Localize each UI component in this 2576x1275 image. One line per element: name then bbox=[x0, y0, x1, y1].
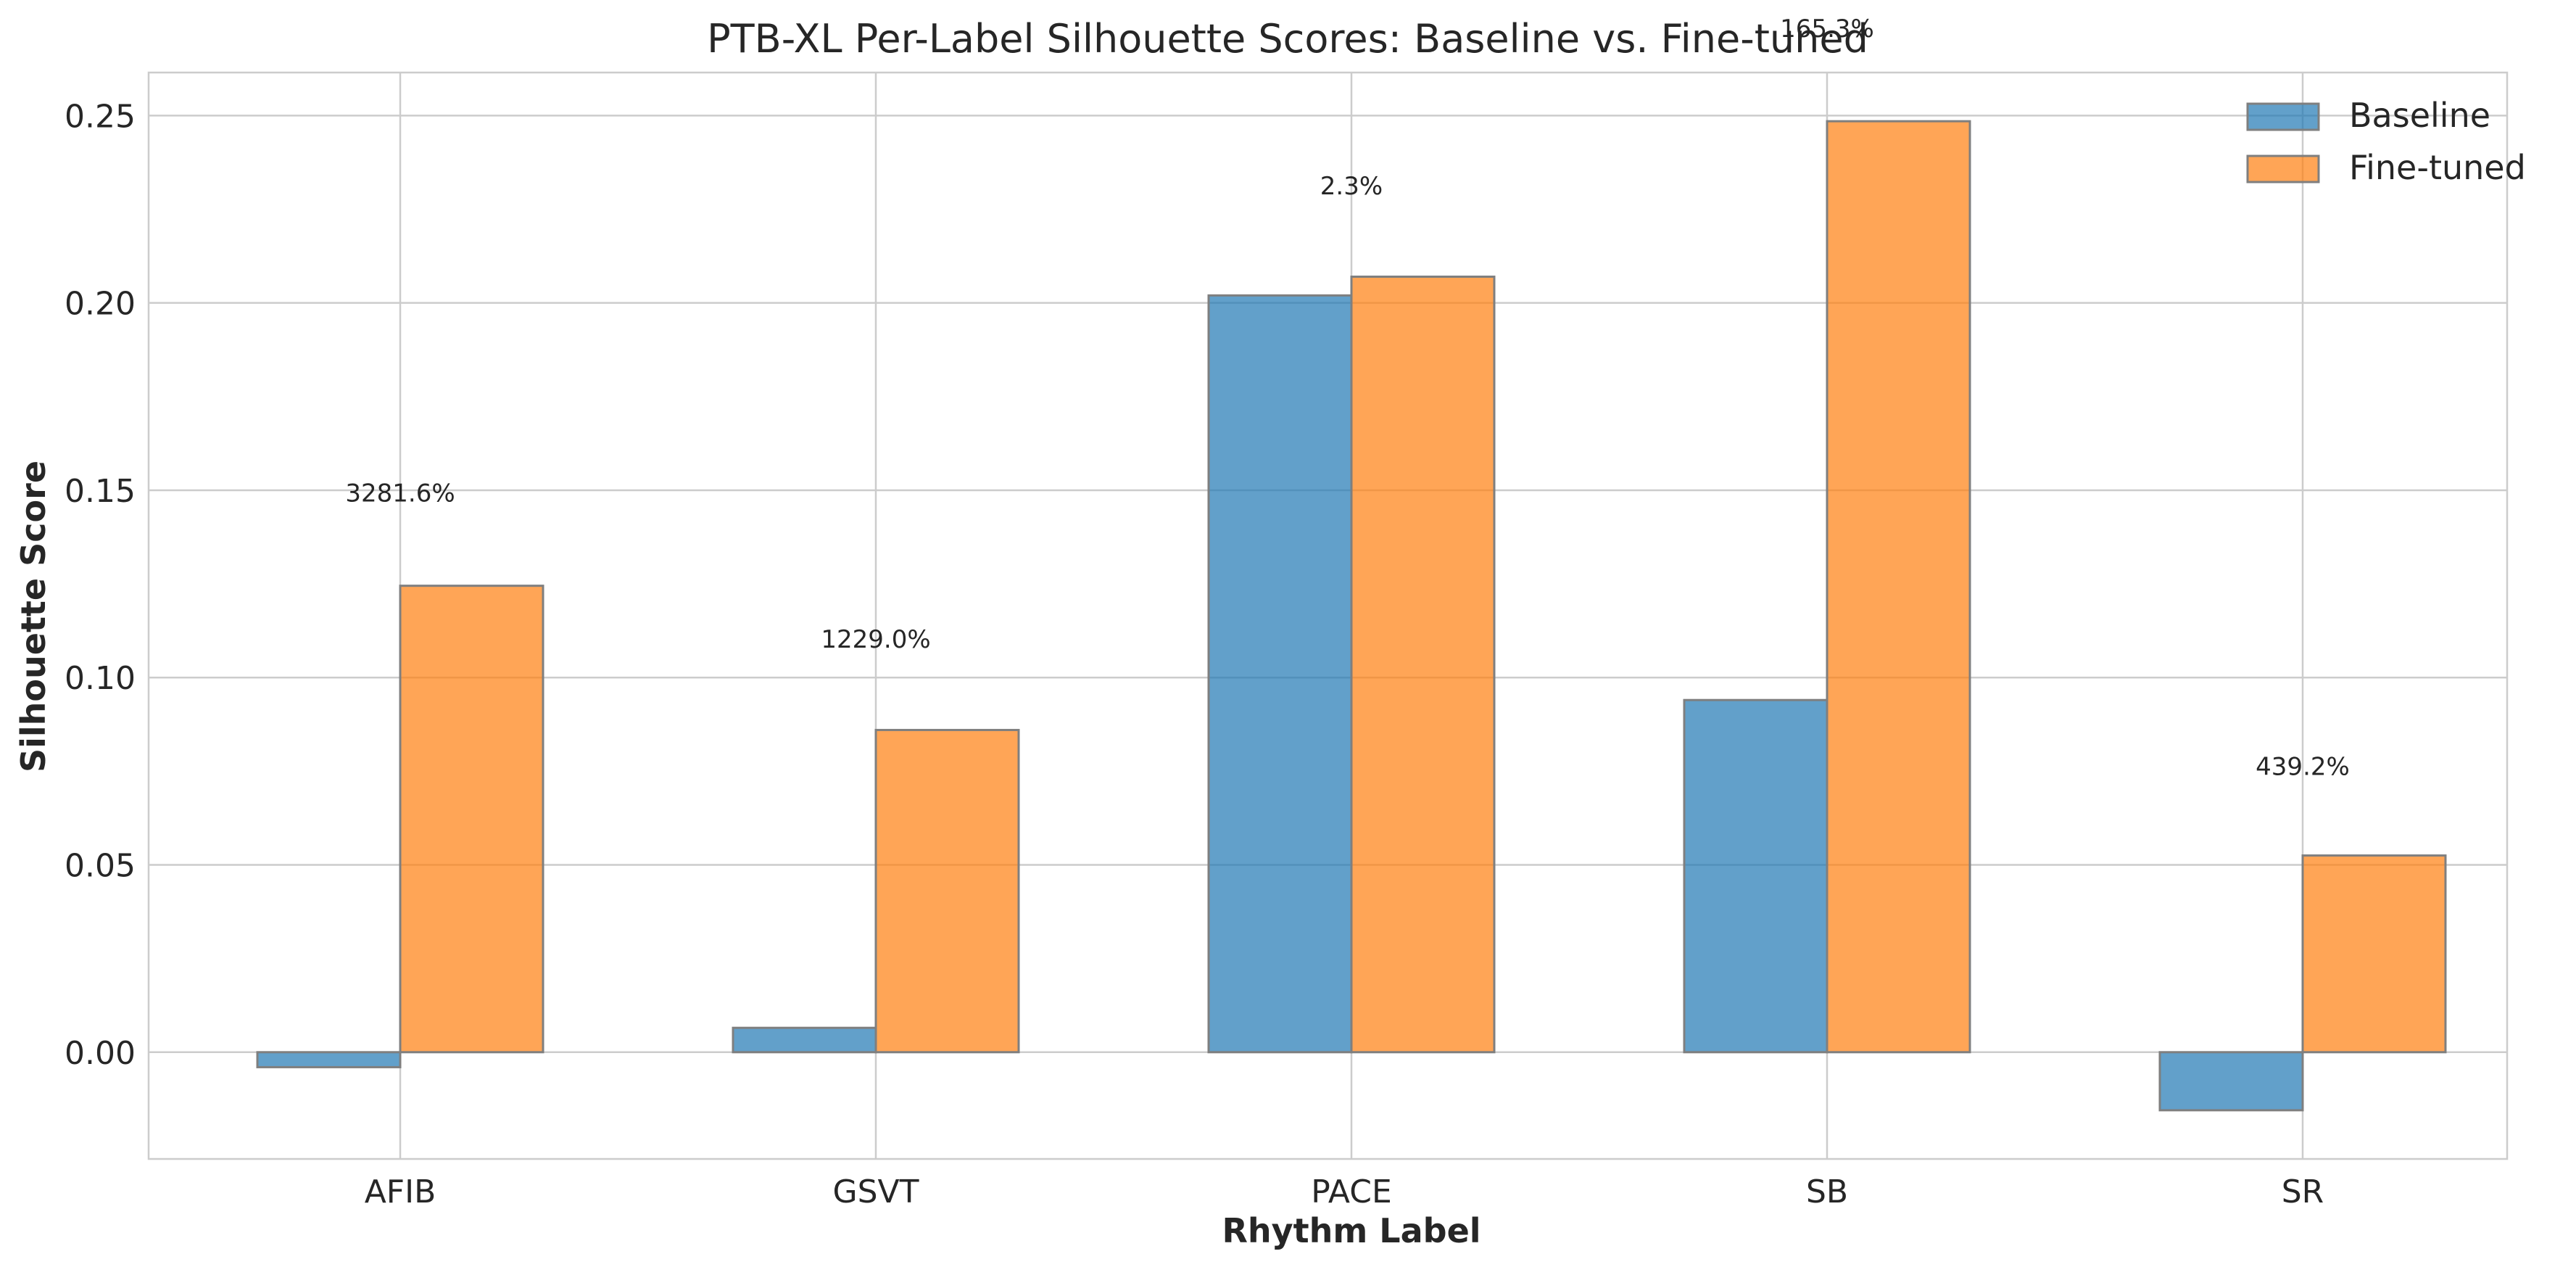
x-tick-label: SB bbox=[1806, 1173, 1848, 1210]
x-tick-label: AFIB bbox=[365, 1173, 436, 1210]
x-tick-label: GSVT bbox=[832, 1173, 919, 1210]
y-tick-label: 0.00 bbox=[65, 1035, 136, 1072]
bar-fine-tuned-sr bbox=[2301, 854, 2447, 1054]
data-label: 165.3% bbox=[1780, 15, 1874, 44]
y-axis-label: Silhouette Score bbox=[14, 461, 53, 772]
x-tick-label: PACE bbox=[1311, 1173, 1392, 1210]
bar-baseline-gsvt bbox=[732, 1026, 877, 1054]
plot-frame bbox=[147, 71, 2509, 1160]
bar-fine-tuned-pace bbox=[1350, 276, 1496, 1054]
bar-baseline-pace bbox=[1207, 294, 1353, 1054]
legend-swatch bbox=[2246, 154, 2320, 183]
chart-title: PTB-XL Per-Label Silhouette Scores: Base… bbox=[707, 16, 1868, 62]
bar-fine-tuned-afib bbox=[399, 585, 544, 1054]
y-tick-label: 0.05 bbox=[65, 848, 136, 885]
bar-fine-tuned-sb bbox=[1826, 120, 1971, 1054]
y-tick-label: 0.15 bbox=[65, 473, 136, 510]
legend-label: Baseline bbox=[2349, 96, 2490, 135]
ticks-layer: 0.00 0.05 0.10 0.15 0.20 0.25 AFIB GSVT PACE SB SR bbox=[65, 98, 2324, 1210]
bar-fine-tuned-gsvt bbox=[874, 729, 1020, 1054]
data-label: 1229.0% bbox=[821, 625, 930, 654]
bar-baseline-sb bbox=[1683, 698, 1829, 1054]
bars-layer bbox=[256, 120, 2447, 1112]
bar-baseline-sr bbox=[2158, 1051, 2304, 1112]
legend-label: Fine-tuned bbox=[2349, 148, 2526, 187]
y-tick-label: 0.10 bbox=[65, 660, 136, 697]
y-tick-label: 0.25 bbox=[65, 98, 136, 135]
y-tick-label: 0.20 bbox=[65, 286, 136, 323]
data-label: 3281.6% bbox=[345, 479, 455, 508]
annotation-layer: 3281.6% 1229.0% 2.3% 165.3% 439.2% bbox=[345, 15, 2349, 782]
x-axis-label: Rhythm Label bbox=[1222, 1211, 1480, 1250]
legend-swatch bbox=[2246, 102, 2320, 131]
x-tick-label: SR bbox=[2282, 1173, 2324, 1210]
legend: Baseline Fine-tuned bbox=[2246, 96, 2526, 187]
bar-baseline-afib bbox=[256, 1051, 402, 1068]
data-label: 439.2% bbox=[2256, 753, 2350, 782]
data-label: 2.3% bbox=[1320, 172, 1383, 201]
